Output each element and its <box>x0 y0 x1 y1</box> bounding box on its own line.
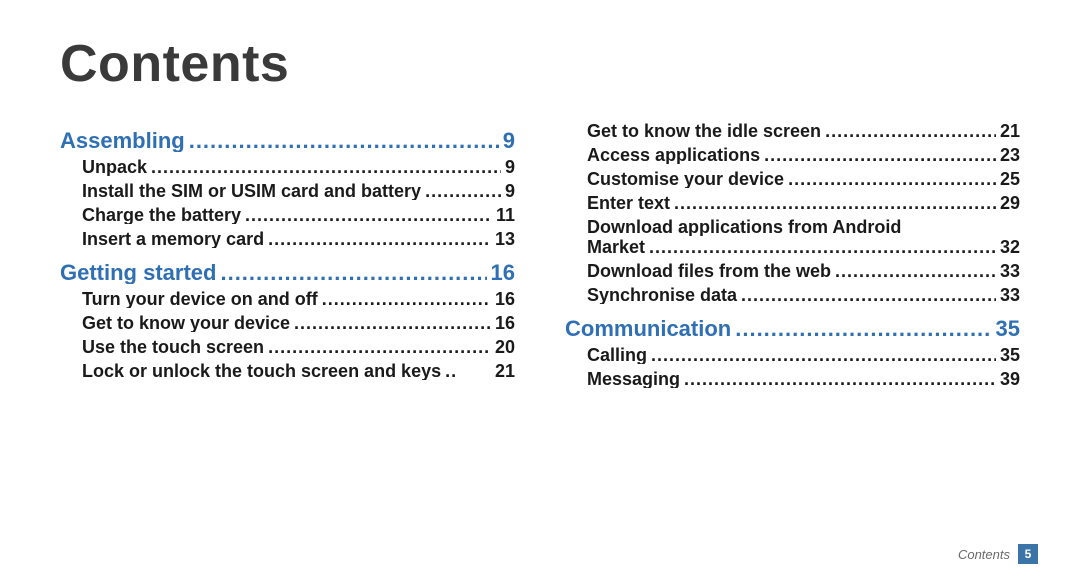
toc-item: Calling ................................… <box>587 346 1020 364</box>
toc-leader: ........................................… <box>684 370 996 388</box>
toc-leader: ........................................… <box>189 130 499 152</box>
toc-leader: ........................................… <box>741 286 996 304</box>
toc-leader: ........................................… <box>764 146 996 164</box>
footer-page-number: 5 <box>1018 544 1038 564</box>
toc-item: Customise your device ..................… <box>587 170 1020 188</box>
toc-leader: ........................................… <box>268 230 491 248</box>
toc-page-number: 9 <box>503 130 515 152</box>
toc-item: Messaging ..............................… <box>587 370 1020 388</box>
toc-item-label: Customise your device <box>587 170 784 188</box>
toc-section: Communication ..........................… <box>565 318 1020 340</box>
toc-item-label: Turn your device on and off <box>82 290 318 308</box>
toc-leader: ........................................… <box>322 290 491 308</box>
toc-page-number: 29 <box>1000 194 1020 212</box>
toc-item-label: Calling <box>587 346 647 364</box>
toc-item: Insert a memory card ...................… <box>82 230 515 248</box>
toc-leader: ........................................… <box>151 158 501 176</box>
toc-item: Get to know your device ................… <box>82 314 515 332</box>
toc-item-label: Install the SIM or USIM card and battery <box>82 182 421 200</box>
toc-columns: Assembling .............................… <box>60 116 1020 394</box>
toc-page-number: 39 <box>1000 370 1020 388</box>
toc-page-number: 32 <box>1000 238 1020 256</box>
toc-item-label: Synchronise data <box>587 286 737 304</box>
toc-page-number: 20 <box>495 338 515 356</box>
toc-page-number: 16 <box>495 290 515 308</box>
toc-item-label: Get to know your device <box>82 314 290 332</box>
contents-page: Contents Assembling ....................… <box>0 0 1080 586</box>
toc-item-label: Unpack <box>82 158 147 176</box>
toc-item: Charge the battery .....................… <box>82 206 515 224</box>
toc-leader: ........................................… <box>674 194 996 212</box>
toc-item-label: Lock or unlock the touch screen and keys <box>82 362 441 380</box>
toc-page-number: 35 <box>996 318 1020 340</box>
toc-page-number: 35 <box>1000 346 1020 364</box>
toc-item-continuation: Market .................................… <box>587 238 1020 256</box>
toc-item-label: Messaging <box>587 370 680 388</box>
toc-leader: ........................................… <box>649 238 996 256</box>
toc-page-number: 11 <box>496 206 515 224</box>
toc-item-label: Market <box>587 238 645 256</box>
toc-page-number: 16 <box>491 262 515 284</box>
toc-leader: ........................................… <box>735 318 991 340</box>
toc-page-number: 16 <box>495 314 515 332</box>
toc-section-label: Communication <box>565 318 731 340</box>
toc-item-label: Access applications <box>587 146 760 164</box>
toc-leader: ........................................… <box>220 262 486 284</box>
toc-page-number: 21 <box>495 362 515 380</box>
toc-column-right: Get to know the idle screen ............… <box>565 116 1020 394</box>
toc-item: Download files from the web ............… <box>587 262 1020 280</box>
toc-page-number: 33 <box>1000 286 1020 304</box>
toc-page-number: 23 <box>1000 146 1020 164</box>
toc-section: Assembling .............................… <box>60 130 515 152</box>
toc-page-number: 25 <box>1000 170 1020 188</box>
toc-section-label: Assembling <box>60 130 185 152</box>
toc-item-label: Download applications from Android <box>587 218 901 236</box>
toc-item: Download applications from Android <box>587 218 1020 236</box>
toc-section-label: Getting started <box>60 262 216 284</box>
toc-item: Enter text .............................… <box>587 194 1020 212</box>
toc-leader: ........................................… <box>825 122 996 140</box>
toc-item: Lock or unlock the touch screen and keys… <box>82 362 515 380</box>
toc-page-number: 9 <box>505 158 515 176</box>
toc-leader: .. <box>445 362 491 380</box>
toc-leader: ........................................… <box>245 206 492 224</box>
toc-page-number: 33 <box>1000 262 1020 280</box>
toc-item-label: Insert a memory card <box>82 230 264 248</box>
toc-item: Turn your device on and off ............… <box>82 290 515 308</box>
toc-column-left: Assembling .............................… <box>60 116 515 394</box>
toc-item: Access applications ....................… <box>587 146 1020 164</box>
toc-item-label: Enter text <box>587 194 670 212</box>
toc-item: Get to know the idle screen ............… <box>587 122 1020 140</box>
toc-item: Synchronise data .......................… <box>587 286 1020 304</box>
toc-leader: ........................................… <box>425 182 501 200</box>
toc-leader: ........................................… <box>268 338 491 356</box>
toc-item-label: Get to know the idle screen <box>587 122 821 140</box>
toc-leader: ........................................… <box>835 262 996 280</box>
toc-page-number: 13 <box>495 230 515 248</box>
toc-page-number: 21 <box>1000 122 1020 140</box>
page-title: Contents <box>60 34 1020 94</box>
toc-leader: ........................................… <box>788 170 996 188</box>
toc-item: Install the SIM or USIM card and battery… <box>82 182 515 200</box>
page-footer: Contents 5 <box>958 544 1038 564</box>
toc-item-label: Download files from the web <box>587 262 831 280</box>
toc-item-label: Charge the battery <box>82 206 241 224</box>
toc-section: Getting started ........................… <box>60 262 515 284</box>
footer-section-label: Contents <box>958 547 1010 562</box>
toc-item-label: Use the touch screen <box>82 338 264 356</box>
toc-leader: ........................................… <box>651 346 996 364</box>
toc-page-number: 9 <box>505 182 515 200</box>
toc-item: Unpack .................................… <box>82 158 515 176</box>
toc-leader: ........................................… <box>294 314 491 332</box>
toc-item: Use the touch screen ...................… <box>82 338 515 356</box>
